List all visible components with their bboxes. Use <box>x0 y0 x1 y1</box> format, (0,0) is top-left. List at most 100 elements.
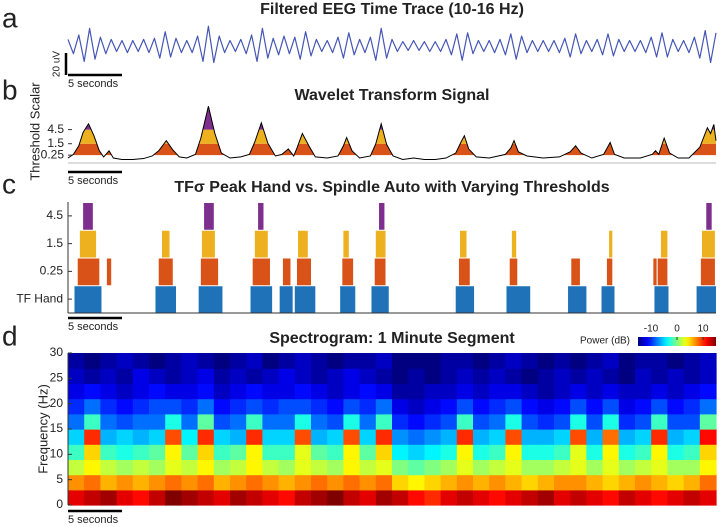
spectrogram-cell <box>521 383 539 400</box>
spectrogram-cell <box>570 383 587 400</box>
spectrogram-cell <box>343 398 361 415</box>
spectrogram-cell <box>100 398 118 415</box>
spectrogram-cell <box>554 489 571 506</box>
spectrogram-cell <box>116 474 134 491</box>
spectrogram-cell <box>359 398 377 415</box>
spectrogram-cell <box>246 413 263 430</box>
spectrogram-cell <box>197 459 215 476</box>
detection-bar <box>343 230 349 258</box>
detection-bar <box>657 258 668 286</box>
spectrogram-cell <box>262 474 280 491</box>
detection-bar <box>379 203 385 230</box>
spectrogram-cell <box>408 489 425 506</box>
y-tick-label: 0.25 <box>41 147 65 161</box>
spectrogram-cell <box>473 429 490 445</box>
spectrogram-cell <box>375 413 393 430</box>
spectrogram-cell <box>278 474 296 491</box>
spectrogram-cell <box>197 383 215 400</box>
spectrogram-cell <box>116 413 134 430</box>
spectrogram-cell <box>667 383 685 400</box>
spectrogram-cell <box>392 413 409 430</box>
spectrogram-cell <box>440 459 458 476</box>
spectrogram-cell <box>230 368 247 384</box>
panel-letter: b <box>2 74 18 105</box>
y-tick-label: 20 <box>50 396 64 410</box>
spectrogram-cell <box>683 368 701 384</box>
spectrogram-cell <box>651 489 668 506</box>
spectrogram-cell <box>602 383 620 400</box>
spectrogram-cell <box>100 444 118 460</box>
detection-bar <box>568 286 587 313</box>
spectrogram-cell <box>618 353 636 369</box>
spectrogram-cell <box>116 398 134 415</box>
spectrogram-cell <box>116 383 134 400</box>
row-label: 4.5 <box>46 208 63 222</box>
spectrogram-cell <box>424 489 442 506</box>
spectrogram-cell <box>68 398 85 415</box>
spectrogram-cell <box>100 489 118 506</box>
spectrogram-cell <box>440 429 458 445</box>
spectrogram-cell <box>213 459 231 476</box>
spectrogram-cell <box>149 444 166 460</box>
spectrogram-cell <box>149 459 166 476</box>
spectrogram-cell <box>100 474 118 491</box>
spectrogram-cell <box>602 413 620 430</box>
spectrogram-cell <box>311 383 328 400</box>
spectrogram-cell <box>635 368 652 384</box>
spectrogram-cell <box>84 398 101 415</box>
spectrogram-cell <box>68 353 85 369</box>
spectrogram-cell <box>440 474 458 491</box>
detection-bar <box>706 203 712 230</box>
detection-bar <box>654 286 669 313</box>
panel-title: TFσ Peak Hand vs. Spindle Auto with Vary… <box>174 179 609 196</box>
spectrogram-cell <box>246 383 263 400</box>
spectrogram-cell <box>489 398 506 415</box>
spectrogram-cell <box>667 444 685 460</box>
spectrogram-cell <box>213 353 231 369</box>
spectrogram-cell <box>197 489 215 506</box>
spectrogram-cell <box>68 474 85 491</box>
scale-bar-label: 5 seconds <box>68 321 119 333</box>
spectrogram-cell <box>294 459 312 476</box>
scale-bar-label: 5 seconds <box>68 175 119 187</box>
spectrogram-cell <box>424 429 442 445</box>
detection-bar <box>279 286 293 313</box>
spectrogram-cell <box>375 353 393 369</box>
spectrogram-cell <box>537 489 555 506</box>
spectrogram-cell <box>213 413 231 430</box>
spectrogram-cell <box>651 368 668 384</box>
y-tick-label: 0 <box>56 497 63 511</box>
spectrogram-cell <box>424 459 442 476</box>
spectrogram-cell <box>456 398 474 415</box>
spectrogram-cell <box>197 474 215 491</box>
spectrogram-cell <box>294 413 312 430</box>
colorbar <box>638 337 716 346</box>
spectrogram-cell <box>699 398 717 415</box>
spectrogram-cell <box>311 489 328 506</box>
spectrogram-cell <box>586 474 604 491</box>
spectrogram-cell <box>473 444 490 460</box>
detection-bar <box>198 286 223 313</box>
spectrogram-cell <box>537 474 555 491</box>
spectrogram-cell <box>230 444 247 460</box>
spectrogram-cell <box>181 444 199 460</box>
spectrogram-cell <box>635 413 652 430</box>
spectrogram-cell <box>473 413 490 430</box>
spectrogram-cell <box>181 474 199 491</box>
spectrogram-cell <box>554 413 571 430</box>
y-tick-label: 4.5 <box>47 122 64 136</box>
detection-bar <box>660 230 668 258</box>
detection-bar <box>74 286 102 313</box>
detection-bar <box>161 230 170 258</box>
spectrogram-cell <box>197 353 215 369</box>
spectrogram-cell <box>343 444 361 460</box>
row-label: 0.25 <box>40 264 64 278</box>
spectrogram-cell <box>149 353 166 369</box>
spectrogram-cell <box>84 474 101 491</box>
spectrogram-cell <box>262 368 280 384</box>
spectrogram-cell <box>440 398 458 415</box>
spectrogram-cell <box>473 353 490 369</box>
spectrogram-cell <box>537 353 555 369</box>
spectrogram-cell <box>408 368 425 384</box>
detection-bar <box>106 258 112 286</box>
